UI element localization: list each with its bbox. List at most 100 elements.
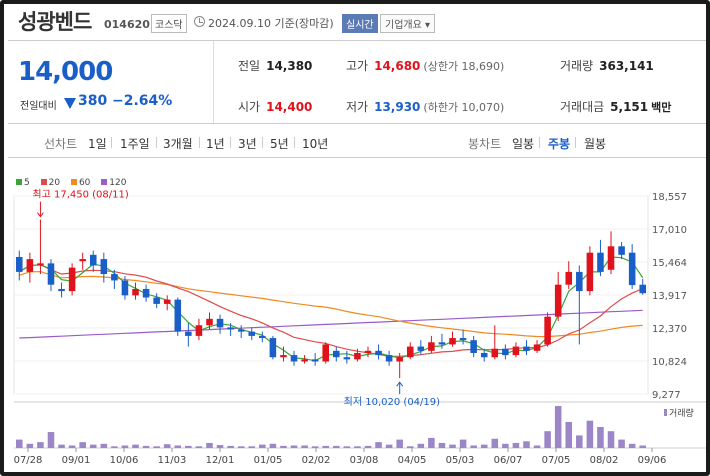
volume-bar: [227, 445, 234, 448]
candle-body: [227, 327, 234, 330]
low-price: 저가 13,930 (하한가 10,070): [346, 98, 504, 115]
candle-body: [396, 357, 403, 362]
open-value: 14,400: [266, 100, 313, 114]
high-value: 14,680: [374, 59, 421, 73]
candle-body: [132, 288, 139, 296]
volume-bar: [301, 445, 308, 448]
candle-body: [153, 297, 160, 304]
tab-3y[interactable]: 3년: [238, 137, 257, 151]
stock-name[interactable]: 성광벤드: [18, 10, 92, 34]
x-tick-label: 04/05: [398, 455, 427, 466]
x-tick-label: 06/07: [494, 455, 523, 466]
tab-weekly[interactable]: 주봉: [548, 137, 571, 151]
candle-body: [58, 288, 65, 292]
candle-body: [438, 342, 446, 345]
volume-bar: [523, 441, 530, 448]
market-badge: 코스닥: [151, 14, 187, 33]
volume-bar: [333, 445, 340, 448]
candle-body: [502, 348, 509, 356]
volume-bar: [237, 446, 245, 448]
change-percent: −2.64%: [112, 93, 173, 109]
candle-body: [607, 246, 615, 270]
candle-body: [597, 252, 604, 272]
change-value: 380: [78, 93, 108, 109]
volume-bar: [406, 446, 414, 448]
candle-body: [121, 280, 129, 296]
candle-body: [385, 355, 393, 362]
y-tick-label: 9,277: [652, 390, 681, 401]
candle-body: [523, 346, 530, 351]
candle-body: [16, 256, 23, 272]
x-tick-label: 03/08: [350, 455, 379, 466]
y-tick-label: 18,557: [652, 192, 687, 203]
prev-close: 전일 14,380: [238, 57, 312, 74]
volume-bar: [385, 444, 393, 448]
candle-body: [565, 271, 573, 285]
volume-bar: [618, 439, 625, 448]
candle-body: [259, 335, 266, 339]
volume-bar: [322, 445, 329, 448]
low-arrow-icon: [396, 381, 404, 387]
volume-bar: [248, 446, 256, 448]
volume-bar: [565, 421, 573, 448]
legend-ma5: 5: [16, 178, 30, 188]
price-chart[interactable]: 5 20 60 120 18,557 17,010 15,464 13,917 12,3…: [8, 160, 708, 476]
volume-bar: [185, 445, 192, 448]
volume-bar: [428, 437, 435, 448]
x-tick-label: 12/01: [206, 455, 235, 466]
stock-header: 성광벤드 014620 코스닥 2024.09.10 기준(장마감) 실시간 기…: [8, 6, 706, 38]
tab-monthly[interactable]: 월봉: [584, 137, 607, 151]
volume-bar: [502, 443, 509, 448]
x-tick-label: 09/01: [62, 455, 91, 466]
tab-10y[interactable]: 10년: [302, 137, 329, 151]
volume: 거래량 363,141: [560, 57, 654, 74]
volume-bar: [37, 442, 44, 448]
open-label: 시가: [238, 100, 261, 114]
volume-bar: [480, 444, 488, 448]
legend-ma120: 120: [101, 178, 126, 188]
volume-label: 거래량: [560, 59, 594, 73]
candle-body: [237, 329, 245, 332]
candle-body: [628, 252, 636, 286]
candle-body: [280, 355, 287, 358]
chart-tabs: 선차트 1일 1주일 3개월 1년 3년 5년 10년 봉차트 일봉 주봉 월봉: [8, 126, 706, 158]
tab-separator: [262, 137, 263, 148]
volume-bar: [89, 444, 97, 448]
candle-body: [111, 274, 118, 281]
tab-1d[interactable]: 1일: [88, 137, 107, 151]
chart-canvas[interactable]: 18,557 17,010 15,464 13,917 12,370 10,824 9,27…: [8, 160, 708, 476]
candle-body: [406, 346, 414, 358]
tab-3m[interactable]: 3개월: [163, 137, 193, 151]
tab-daily[interactable]: 일봉: [512, 137, 535, 151]
tab-1y[interactable]: 1년: [206, 137, 225, 151]
candle-body: [586, 252, 594, 292]
volume-bar: [121, 445, 129, 448]
tab-1w[interactable]: 1주일: [120, 137, 150, 151]
line-chart-label: 선차트: [44, 137, 78, 151]
tab-5y[interactable]: 5년: [270, 137, 289, 151]
volume-bar: [554, 406, 562, 448]
candle-body: [491, 348, 499, 358]
volume-bar: [459, 439, 467, 448]
low-label: 저가: [346, 100, 369, 114]
high-annotation: 최고 17,450 (08/11): [32, 189, 128, 201]
candle-body: [512, 346, 520, 356]
clock-icon: [194, 16, 205, 27]
volume-bar: [16, 439, 23, 448]
volume-bar: [533, 445, 541, 448]
candle-body: [248, 331, 256, 336]
candle-body: [26, 259, 34, 272]
company-overview-button[interactable]: 기업개요 ▾: [380, 14, 435, 33]
candle-body: [89, 254, 97, 266]
candle-body: [554, 284, 562, 317]
candle-body: [470, 340, 477, 353]
volume-bar: [597, 427, 604, 448]
realtime-button[interactable]: 실시간: [342, 14, 378, 33]
volume-bar: [639, 445, 646, 448]
tab-separator: [156, 137, 157, 148]
candle-body: [417, 346, 425, 351]
candle-body: [269, 338, 277, 358]
current-price: 14,000: [18, 57, 113, 87]
tab-separator: [230, 137, 231, 148]
high-label: 고가: [346, 59, 369, 73]
